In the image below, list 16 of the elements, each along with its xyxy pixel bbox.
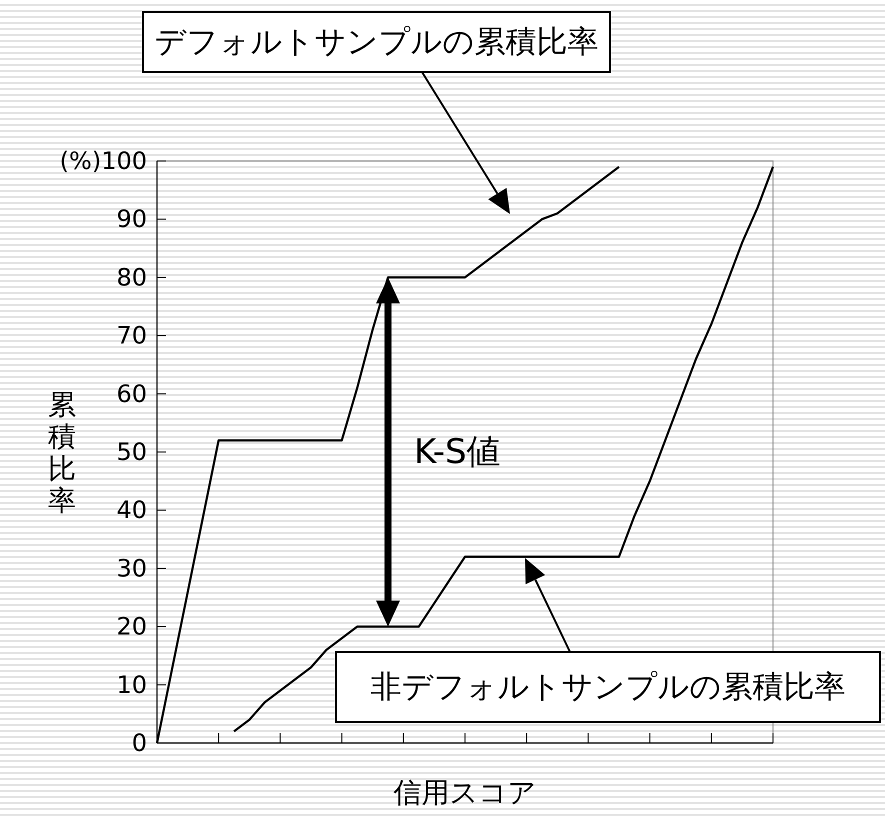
y-tick-label: 60 [116,380,147,408]
annotation: 非デフォルトサンプルの累積比率 [370,669,846,705]
text: デフォルトサンプルの累積比率 [154,24,598,60]
y-tick-label: 10 [116,670,147,699]
annotation: K-S値 [414,432,501,472]
y-tick-label: 50 [116,438,147,466]
y-tick-label: 30 [116,554,147,582]
y-tick-label: 40 [116,496,147,524]
y-axis-title: 累積比率 [48,388,76,516]
y-tick-label: 0 [132,729,147,757]
y-tick-label: (%)100 [60,147,147,175]
x-axis-title: 信用スコア [394,776,536,809]
y-tick-label: 20 [116,612,147,641]
y-tick-label: 80 [116,263,147,292]
y-tick-label: 70 [116,322,147,350]
y-tick-label: 90 [116,205,147,234]
